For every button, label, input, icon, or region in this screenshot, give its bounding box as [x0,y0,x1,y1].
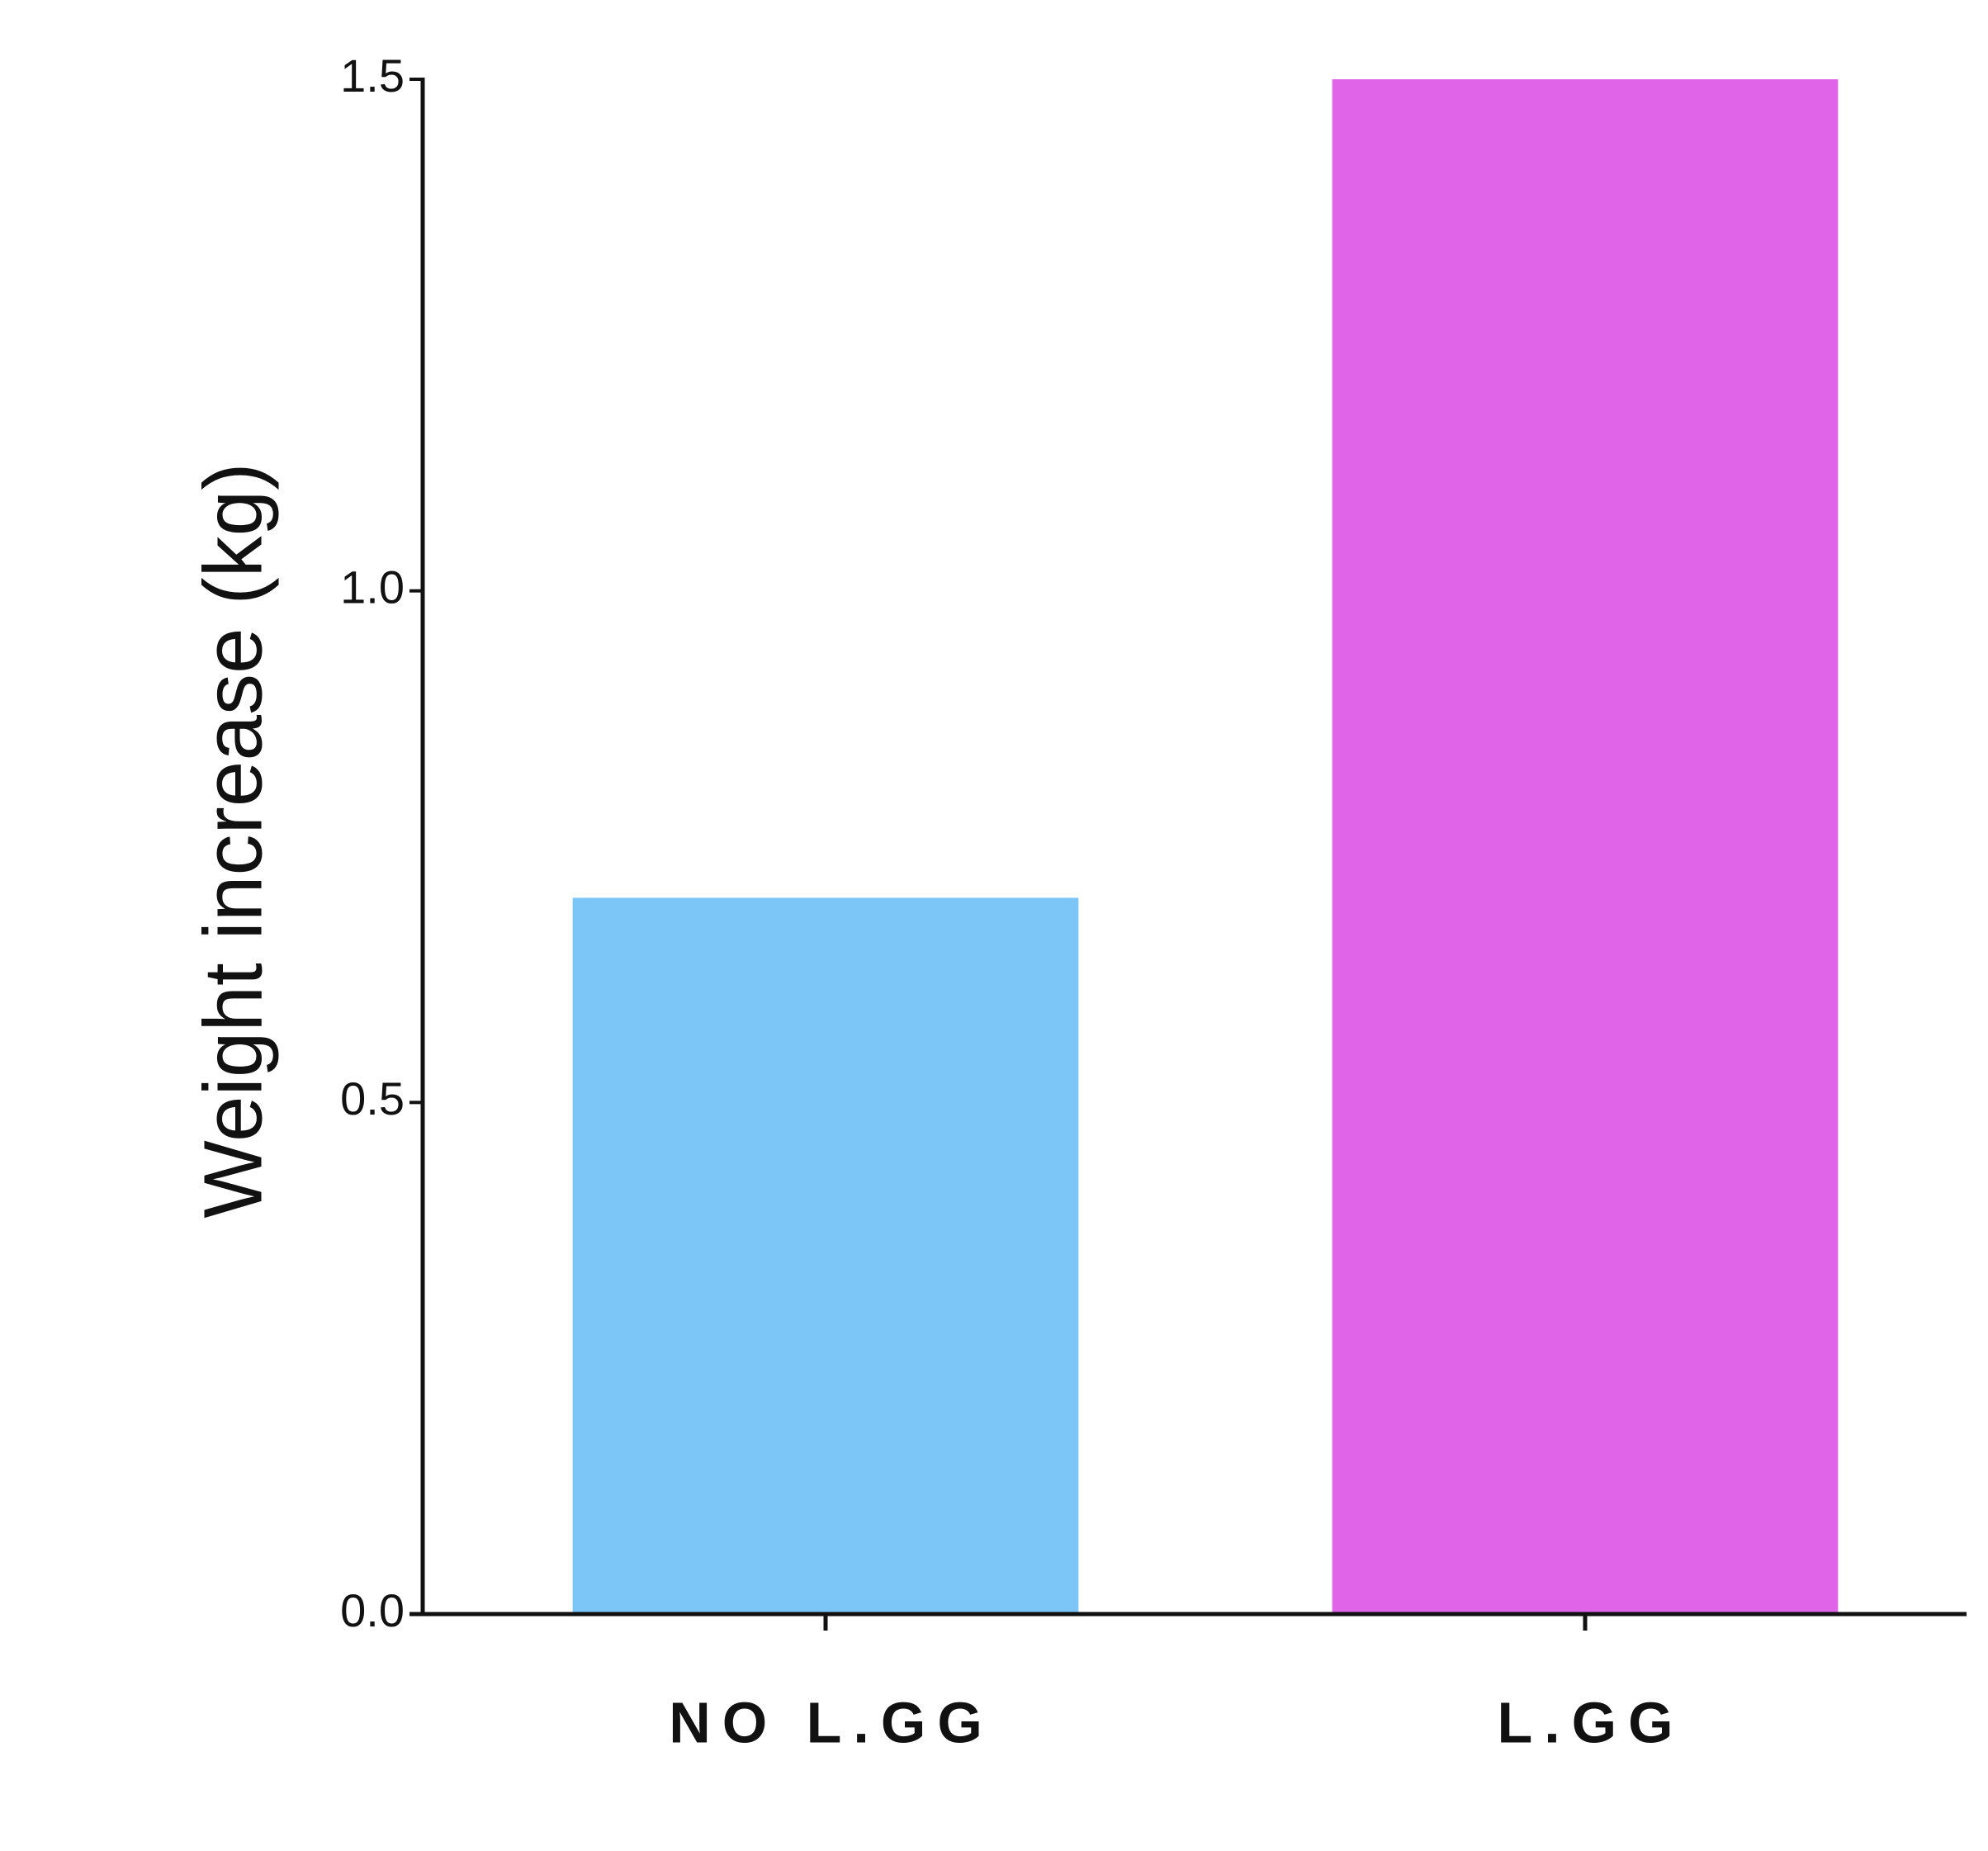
y-axis-label: Weight increase (kg) [187,462,279,1218]
x-tick-label: NO L.GG [669,1690,994,1754]
x-tick-label: L.GG [1497,1690,1684,1754]
bar [572,897,1079,1614]
y-tick-label: 1.0 [340,561,405,613]
y-tick-label: 0.5 [340,1072,405,1124]
y-tick-label: 1.5 [340,50,405,102]
bar [1332,79,1839,1614]
y-tick-label: 0.0 [340,1584,405,1636]
